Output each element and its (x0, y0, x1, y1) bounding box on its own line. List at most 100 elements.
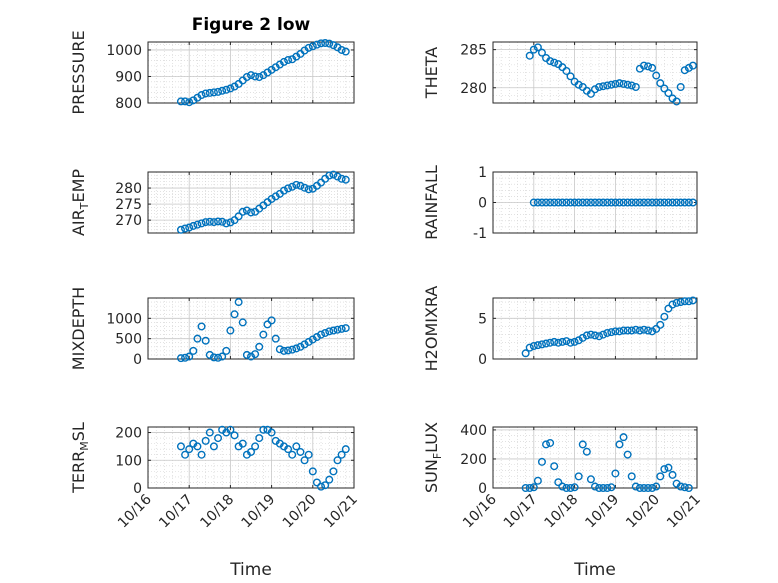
data-point (341, 175, 350, 184)
data-point (660, 312, 669, 321)
data-point (586, 89, 595, 98)
data-point (562, 337, 571, 346)
data-point (284, 445, 293, 454)
data-point (193, 442, 202, 451)
data-point (255, 434, 264, 443)
y-tick-label: 400 (460, 423, 487, 439)
data-point (242, 350, 251, 359)
data-point (529, 45, 538, 54)
data-point (550, 337, 559, 346)
data-point (595, 332, 604, 341)
data-point (304, 337, 313, 346)
data-point (542, 339, 551, 348)
data-point (676, 482, 685, 491)
data-point (623, 80, 632, 89)
data-point (337, 174, 346, 183)
data-point (255, 342, 264, 351)
data-point (611, 327, 620, 336)
data-point (558, 482, 567, 491)
data-point (603, 328, 612, 337)
data-point (234, 212, 243, 221)
subplot-4: -1 0 1 RAINFALL (422, 165, 698, 242)
data-point (635, 326, 644, 335)
data-point (619, 79, 628, 88)
data-point (251, 72, 260, 81)
axes-box (492, 297, 698, 360)
data-point (607, 328, 616, 337)
data-point (591, 85, 600, 94)
data-point (189, 221, 198, 230)
data-point (644, 484, 653, 493)
data-point (562, 66, 571, 75)
x-tick-label: 10/20 (280, 492, 320, 532)
data-point (595, 484, 604, 493)
data-point (337, 450, 346, 459)
data-point (214, 87, 223, 96)
data-point (688, 198, 697, 207)
data-point (537, 457, 546, 466)
data-point (566, 338, 575, 347)
data-point (329, 170, 338, 179)
data-point (635, 198, 644, 207)
x-tick-label: 10/18 (197, 492, 237, 532)
x-tick-label: 10/21 (321, 492, 361, 532)
data-point (251, 350, 260, 359)
data-point (656, 79, 665, 88)
data-point (267, 428, 276, 437)
data-point (337, 45, 346, 54)
data-point (218, 217, 227, 226)
data-point (321, 481, 330, 490)
data-point (197, 91, 206, 100)
data-point (672, 198, 681, 207)
data-point (586, 330, 595, 339)
data-point (209, 442, 218, 451)
data-point (676, 198, 685, 207)
data-point (193, 220, 202, 229)
data-point (259, 425, 268, 434)
subplot-2: 280 285 THETA (422, 41, 698, 106)
data-point (627, 81, 636, 90)
data-point (660, 84, 669, 93)
data-point (321, 39, 330, 48)
data-point (284, 346, 293, 355)
data-point (623, 326, 632, 335)
subplot-7: 0 100 200 10/16 10/17 10/18 10/19 10/20 10/21 Tim… (69, 422, 361, 580)
data-point (201, 436, 210, 445)
data-point (652, 71, 661, 80)
data-point (226, 326, 235, 335)
data-point (209, 88, 218, 97)
data-point (631, 82, 640, 91)
data-point (542, 440, 551, 449)
data-point (639, 61, 648, 70)
y-axis-label: RAINFALL (422, 165, 441, 240)
data-point (181, 224, 190, 233)
data-point (635, 484, 644, 493)
data-point (607, 483, 616, 492)
data-point (189, 346, 198, 355)
data-point (304, 185, 313, 194)
data-point (631, 325, 640, 334)
data-point (591, 482, 600, 491)
x-axis-label: Time (229, 560, 272, 580)
data-point (558, 337, 567, 346)
data-point (333, 172, 342, 181)
data-point (218, 86, 227, 95)
data-point (201, 89, 210, 98)
data-point (263, 320, 272, 329)
data-point (176, 225, 185, 234)
data-point (644, 62, 653, 71)
data-point (529, 341, 538, 350)
data-point (619, 433, 628, 442)
data-point (176, 97, 185, 106)
data-point (267, 316, 276, 325)
data-point (574, 472, 583, 481)
data-point (611, 79, 620, 88)
data-point (321, 328, 330, 337)
data-point (300, 183, 309, 192)
data-point (292, 442, 301, 451)
data-point (554, 338, 563, 347)
data-point (312, 333, 321, 342)
y-tick-label: 1000 (106, 311, 142, 327)
data-point (279, 57, 288, 66)
y-tick-label: 1 (478, 165, 487, 181)
